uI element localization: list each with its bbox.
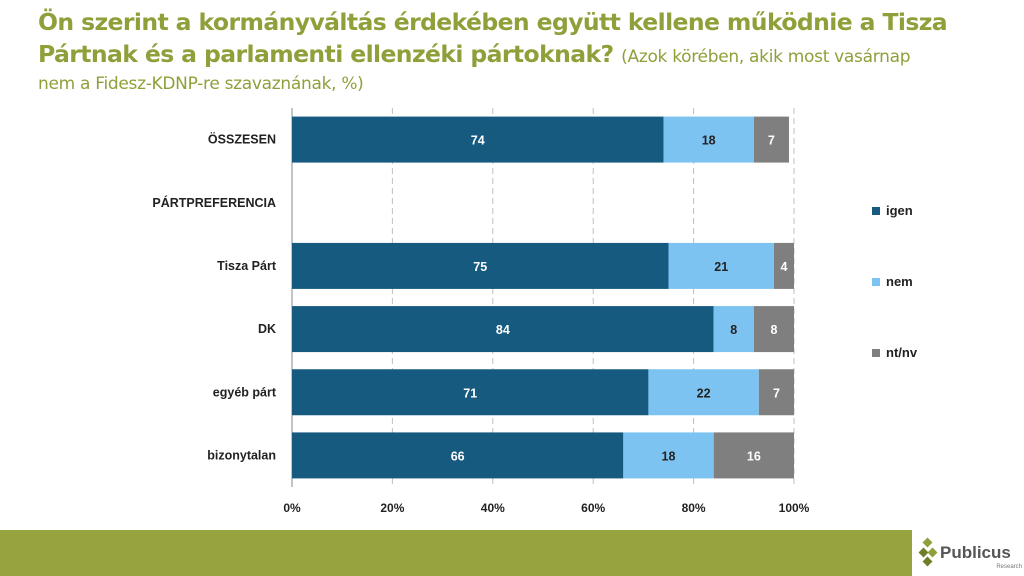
legend-label: nem (886, 274, 913, 289)
data-label: 8 (730, 323, 737, 337)
x-tick-label: 0% (283, 501, 301, 515)
legend-label: igen (886, 203, 913, 218)
bar-igen (292, 306, 714, 353)
category-label: Tisza Párt (217, 259, 277, 273)
publicus-logo: Publicus Research (918, 537, 1022, 570)
bar-nem (648, 369, 759, 416)
legend-label: nt/nv (886, 345, 918, 360)
data-label: 21 (714, 260, 728, 274)
data-label: 74 (471, 134, 485, 148)
category-label: DK (258, 322, 276, 336)
legend-swatch-nem (872, 278, 880, 286)
category-label: bizonytalan (207, 448, 276, 462)
x-tick-label: 40% (481, 501, 505, 515)
data-label: 84 (496, 323, 510, 337)
category-label: ÖSSZESEN (208, 132, 276, 147)
logo-sub: Research (996, 564, 1022, 570)
chart-title: Ön szerint a kormányváltás érdekében egy… (38, 6, 998, 95)
x-tick-label: 100% (779, 501, 810, 515)
category-label: egyéb párt (213, 385, 277, 399)
data-label: 18 (702, 134, 716, 148)
legend-swatch-igen (872, 207, 880, 215)
x-tick-label: 20% (380, 501, 404, 515)
bar-nem (663, 116, 754, 163)
data-label: 8 (770, 323, 777, 337)
data-label: 7 (768, 134, 775, 148)
bar-ntnv (713, 432, 794, 479)
bar-ntnv (773, 242, 794, 289)
title-main: Ön szerint a kormányváltás érdekében egy… (38, 8, 948, 68)
bar-igen (292, 369, 649, 416)
bar-nem (623, 432, 714, 479)
legend-swatch-ntnv (872, 349, 880, 357)
bar-ntnv (753, 306, 794, 353)
category-label: PÁRTPREFERENCIA (152, 195, 276, 210)
data-label: 22 (697, 386, 711, 400)
bar-ntnv (758, 369, 794, 416)
bar-igen (292, 116, 664, 163)
logo-name: Publicus (940, 543, 1011, 562)
x-tick-label: 80% (682, 501, 706, 515)
data-label: 4 (780, 260, 787, 274)
bar-nem (713, 306, 754, 353)
data-label: 18 (662, 449, 676, 463)
title-subtitle-2: nem a Fidesz-KDNP-re szavaznának, %) (38, 74, 364, 94)
bar-nem (668, 242, 774, 289)
x-tick-label: 60% (581, 501, 605, 515)
bar-igen (292, 432, 624, 479)
data-label: 71 (463, 386, 477, 400)
footer-bar (0, 530, 912, 576)
data-label: 16 (747, 449, 761, 463)
bar-ntnv (753, 116, 789, 163)
bar-igen (292, 242, 669, 289)
data-label: 7 (773, 386, 780, 400)
title-subtitle: (Azok körében, akik most vasárnap (621, 47, 911, 67)
data-label: 75 (473, 260, 487, 274)
data-label: 66 (451, 449, 465, 463)
